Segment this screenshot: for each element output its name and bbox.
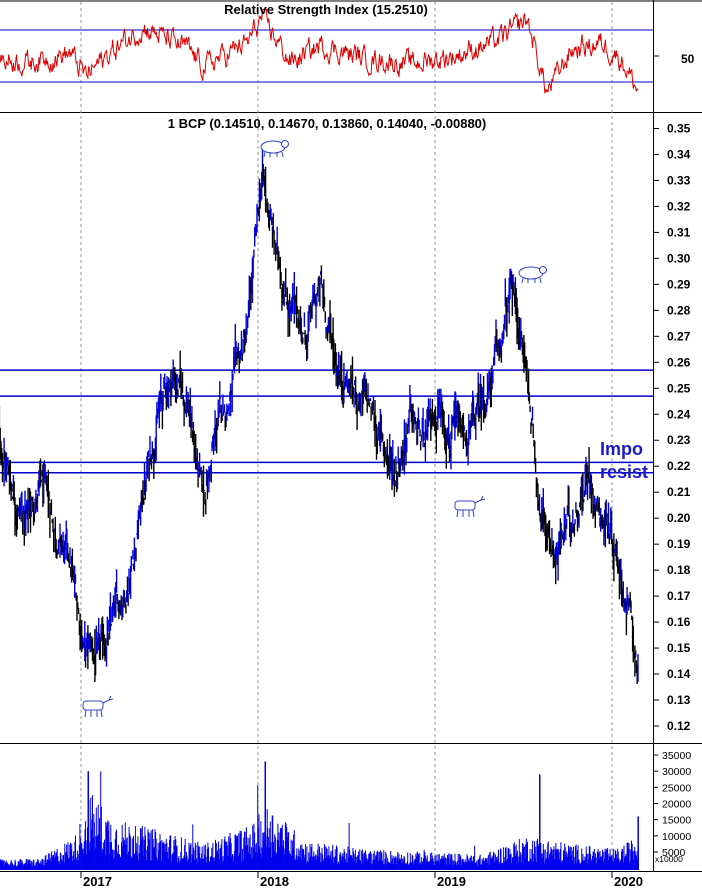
x-tick-label: 2019 [437,874,466,889]
price-tick-label: 0.32 [667,199,691,213]
price-tick-label: 0.34 [667,147,691,161]
bull-icon [454,495,486,518]
price-tick-label: 0.18 [667,563,691,577]
x-tick-label: 2017 [83,874,112,889]
price-title: 1 BCP (0.14510, 0.14670, 0.13860, 0.1404… [168,116,487,131]
price-tick-label: 0.25 [667,381,691,395]
rsi-tick-label: 50 [681,52,695,66]
price-tick-label: 0.20 [667,511,691,525]
price-tick-label: 0.29 [667,277,691,291]
price-tick-label: 0.15 [667,641,691,655]
volume-tick-label: 10000 [662,831,691,843]
price-tick-label: 0.30 [667,251,691,265]
annotation-line-1: Impo [600,439,643,459]
bull-icon [82,695,114,718]
price-tick-label: 0.19 [667,537,691,551]
bear-icon [518,266,547,284]
price-tick-label: 0.28 [667,303,691,317]
rsi-line [0,8,639,94]
volume-tick-label: 35000 [662,750,691,762]
price-tick-label: 0.22 [667,459,691,473]
volume-tick-label: 30000 [662,766,691,778]
panel-frames [0,0,702,872]
volume-panel [0,761,639,870]
x-tick-label: 2020 [614,874,643,889]
price-tick-label: 0.17 [667,589,691,603]
price-panel [0,149,653,684]
annotation-line-2: resist [600,462,648,482]
year-gridlines [80,2,613,871]
x-tick-label: 2018 [260,874,289,889]
price-tick-label: 0.27 [667,329,691,343]
price-tick-label: 0.33 [667,173,691,187]
price-tick-label: 0.24 [667,407,691,421]
price-tick-label: 0.13 [667,693,691,707]
volume-tick-label: 25000 [662,782,691,794]
axes: 2017 2018 2019 2020 0.35 0.34 0.33 0.32 0.31 0.30… [80,55,691,889]
price-tick-label: 0.26 [667,355,691,369]
volume-unit-label: x10000 [655,854,683,864]
price-tick-label: 0.12 [667,719,691,733]
price-tick-label: 0.23 [667,433,691,447]
price-tick-label: 0.16 [667,615,691,629]
bear-icon [260,140,289,158]
price-tick-label: 0.35 [667,122,691,136]
volume-tick-label: 5000 [662,847,686,859]
price-tick-label: 0.21 [667,485,691,499]
rsi-title: Relative Strength Index (15.2510) [224,2,428,17]
price-tick-label: 0.14 [667,667,691,681]
rsi-panel [0,8,653,94]
volume-tick-label: 15000 [662,815,691,827]
price-tick-label: 0.31 [667,225,691,239]
volume-tick-label: 20000 [662,799,691,811]
